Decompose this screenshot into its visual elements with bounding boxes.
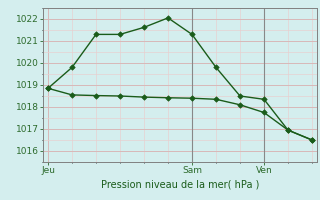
X-axis label: Pression niveau de la mer( hPa ): Pression niveau de la mer( hPa ) — [101, 179, 259, 189]
